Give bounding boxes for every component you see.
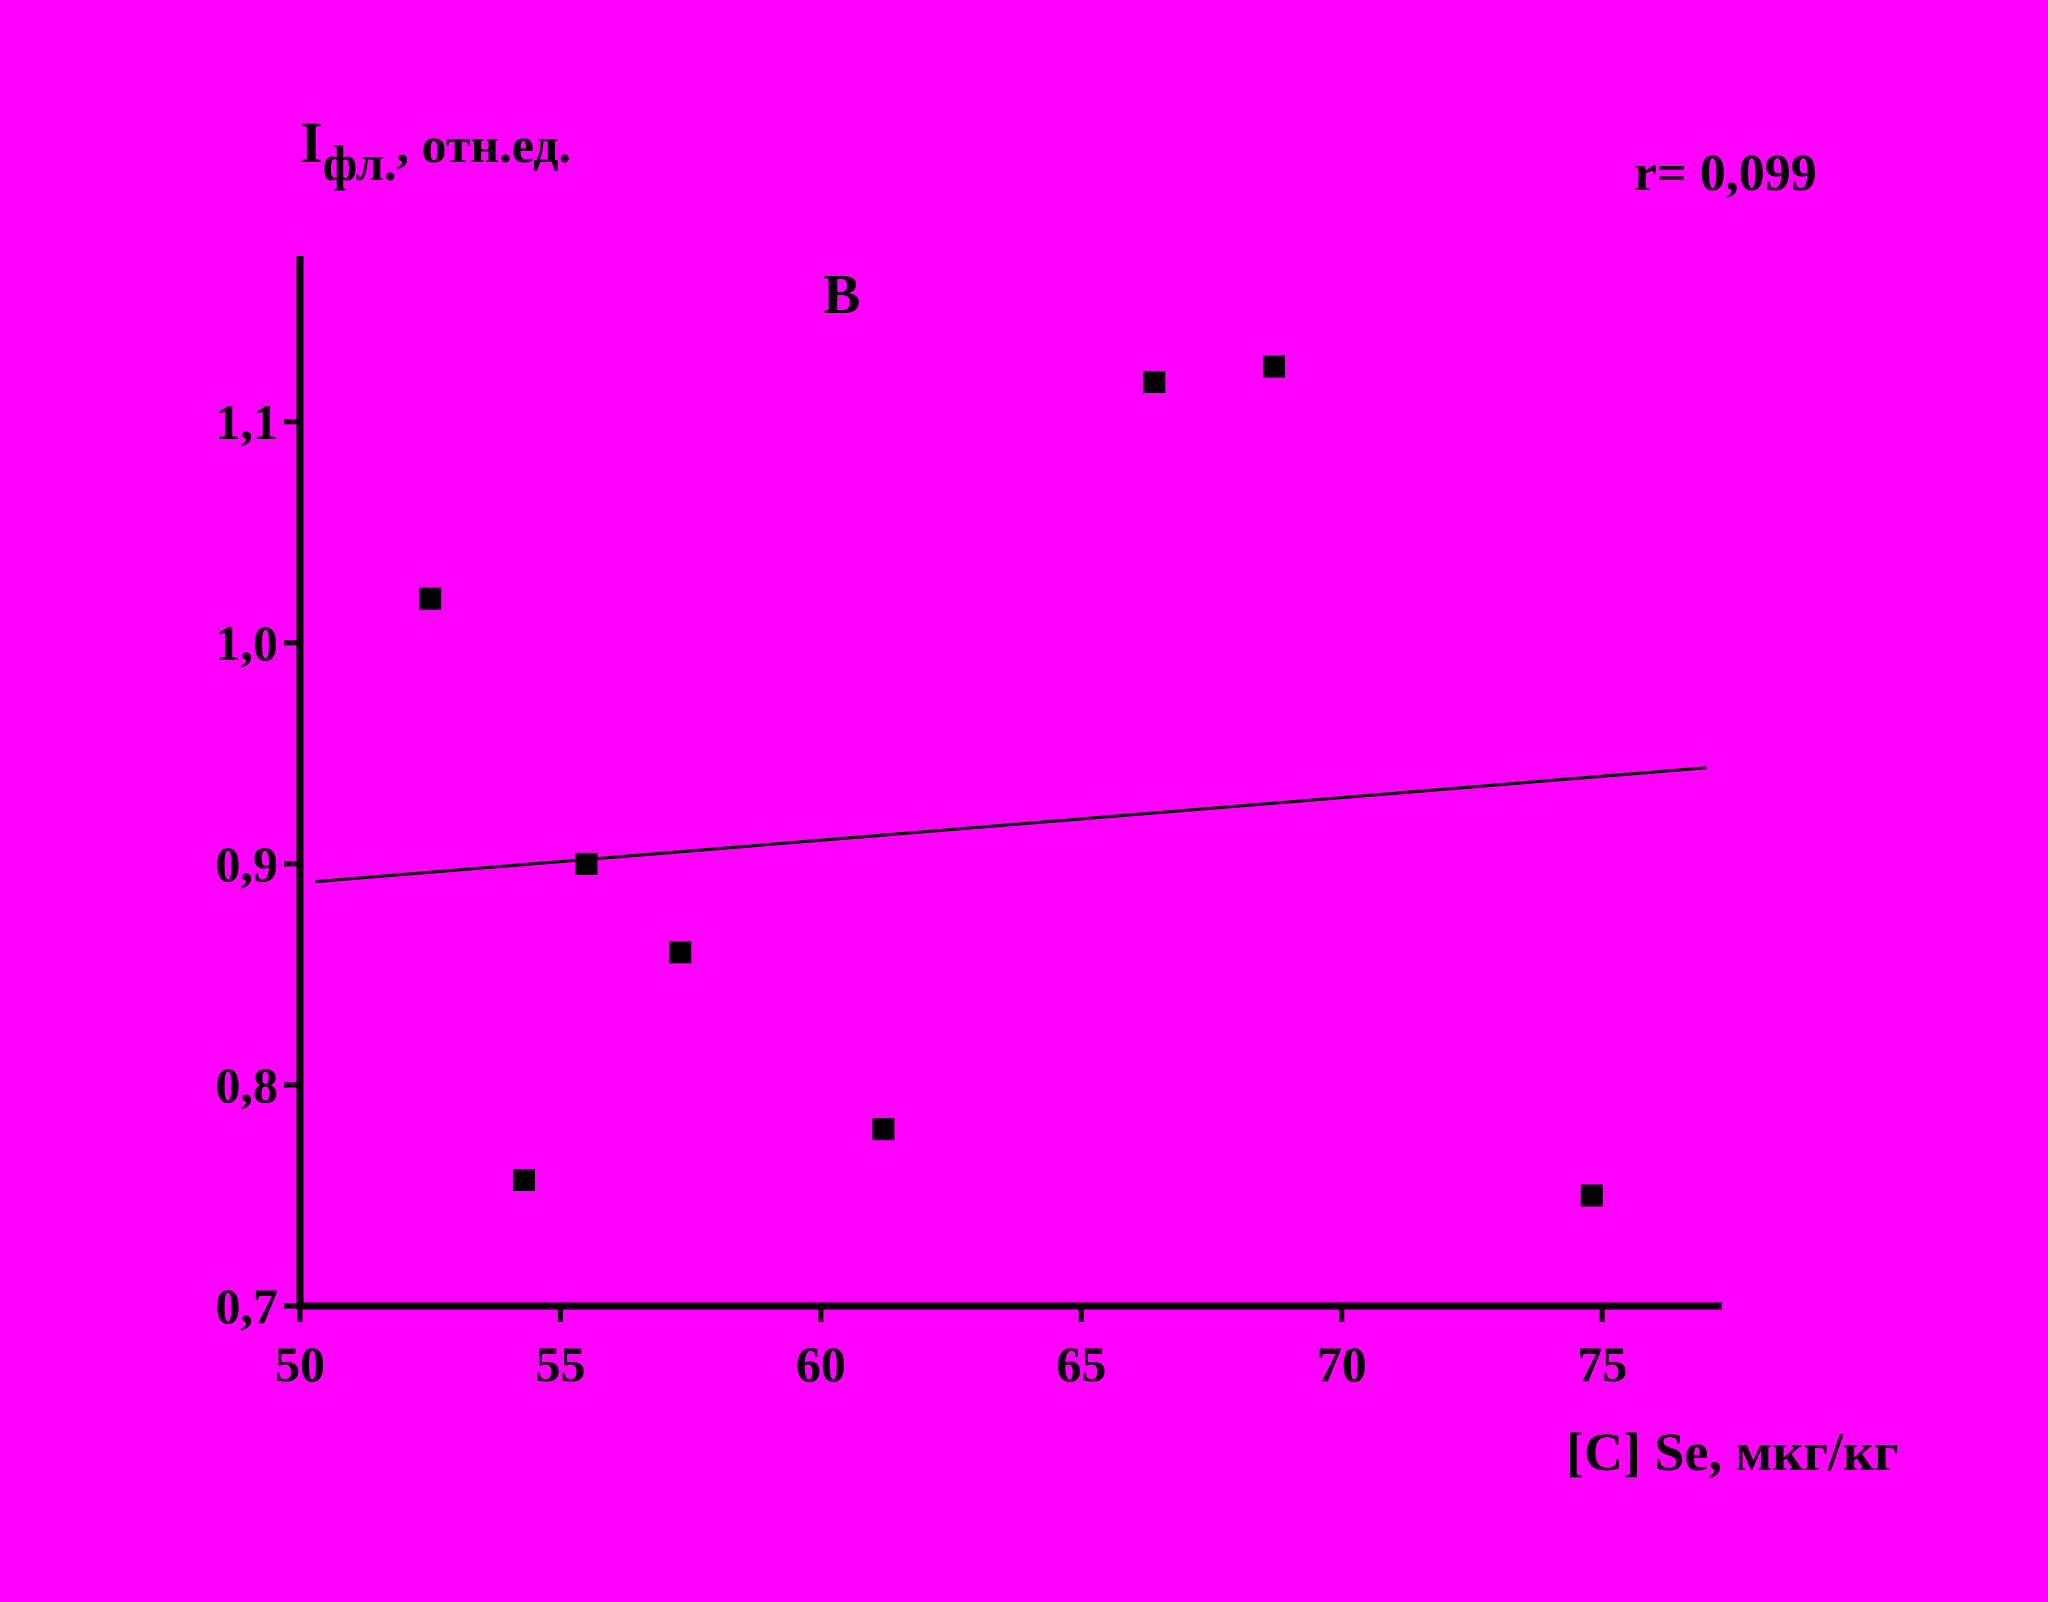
x-tick-label: 55 (535, 1336, 585, 1392)
y-axis-ticks: 0,7 0,8 0,9 1,0 1,1 (216, 394, 300, 1334)
data-point (669, 941, 692, 964)
data-point (872, 1118, 895, 1141)
y-axis-label: Iфл., отн.ед. (300, 110, 571, 191)
x-tick-label: 65 (1056, 1336, 1106, 1392)
y-tick-label: 0,8 (216, 1057, 279, 1113)
data-point (419, 587, 442, 610)
data-point (1580, 1184, 1603, 1207)
x-tick-label: 70 (1317, 1336, 1367, 1392)
y-tick-label: 0,7 (216, 1278, 279, 1334)
data-points (419, 355, 1603, 1207)
data-point (1143, 371, 1166, 393)
y-tick-label: 0,9 (216, 836, 279, 892)
data-point (1263, 355, 1286, 378)
x-axis-ticks: 50 55 60 65 70 75 (275, 1306, 1627, 1392)
y-tick-label: 1,1 (216, 394, 279, 450)
x-axis-label: [C] Se, мкг/кг (1566, 1422, 1899, 1482)
x-tick-label: 75 (1577, 1336, 1627, 1392)
data-point (575, 852, 598, 875)
data-point (512, 1169, 535, 1191)
y-tick-label: 1,0 (216, 615, 279, 671)
panel-label: В (823, 264, 860, 326)
x-tick-label: 50 (275, 1336, 325, 1392)
regression-line (315, 766, 1707, 884)
x-tick-label: 60 (796, 1336, 846, 1392)
correlation-annotation: r= 0,099 (1634, 145, 1817, 202)
